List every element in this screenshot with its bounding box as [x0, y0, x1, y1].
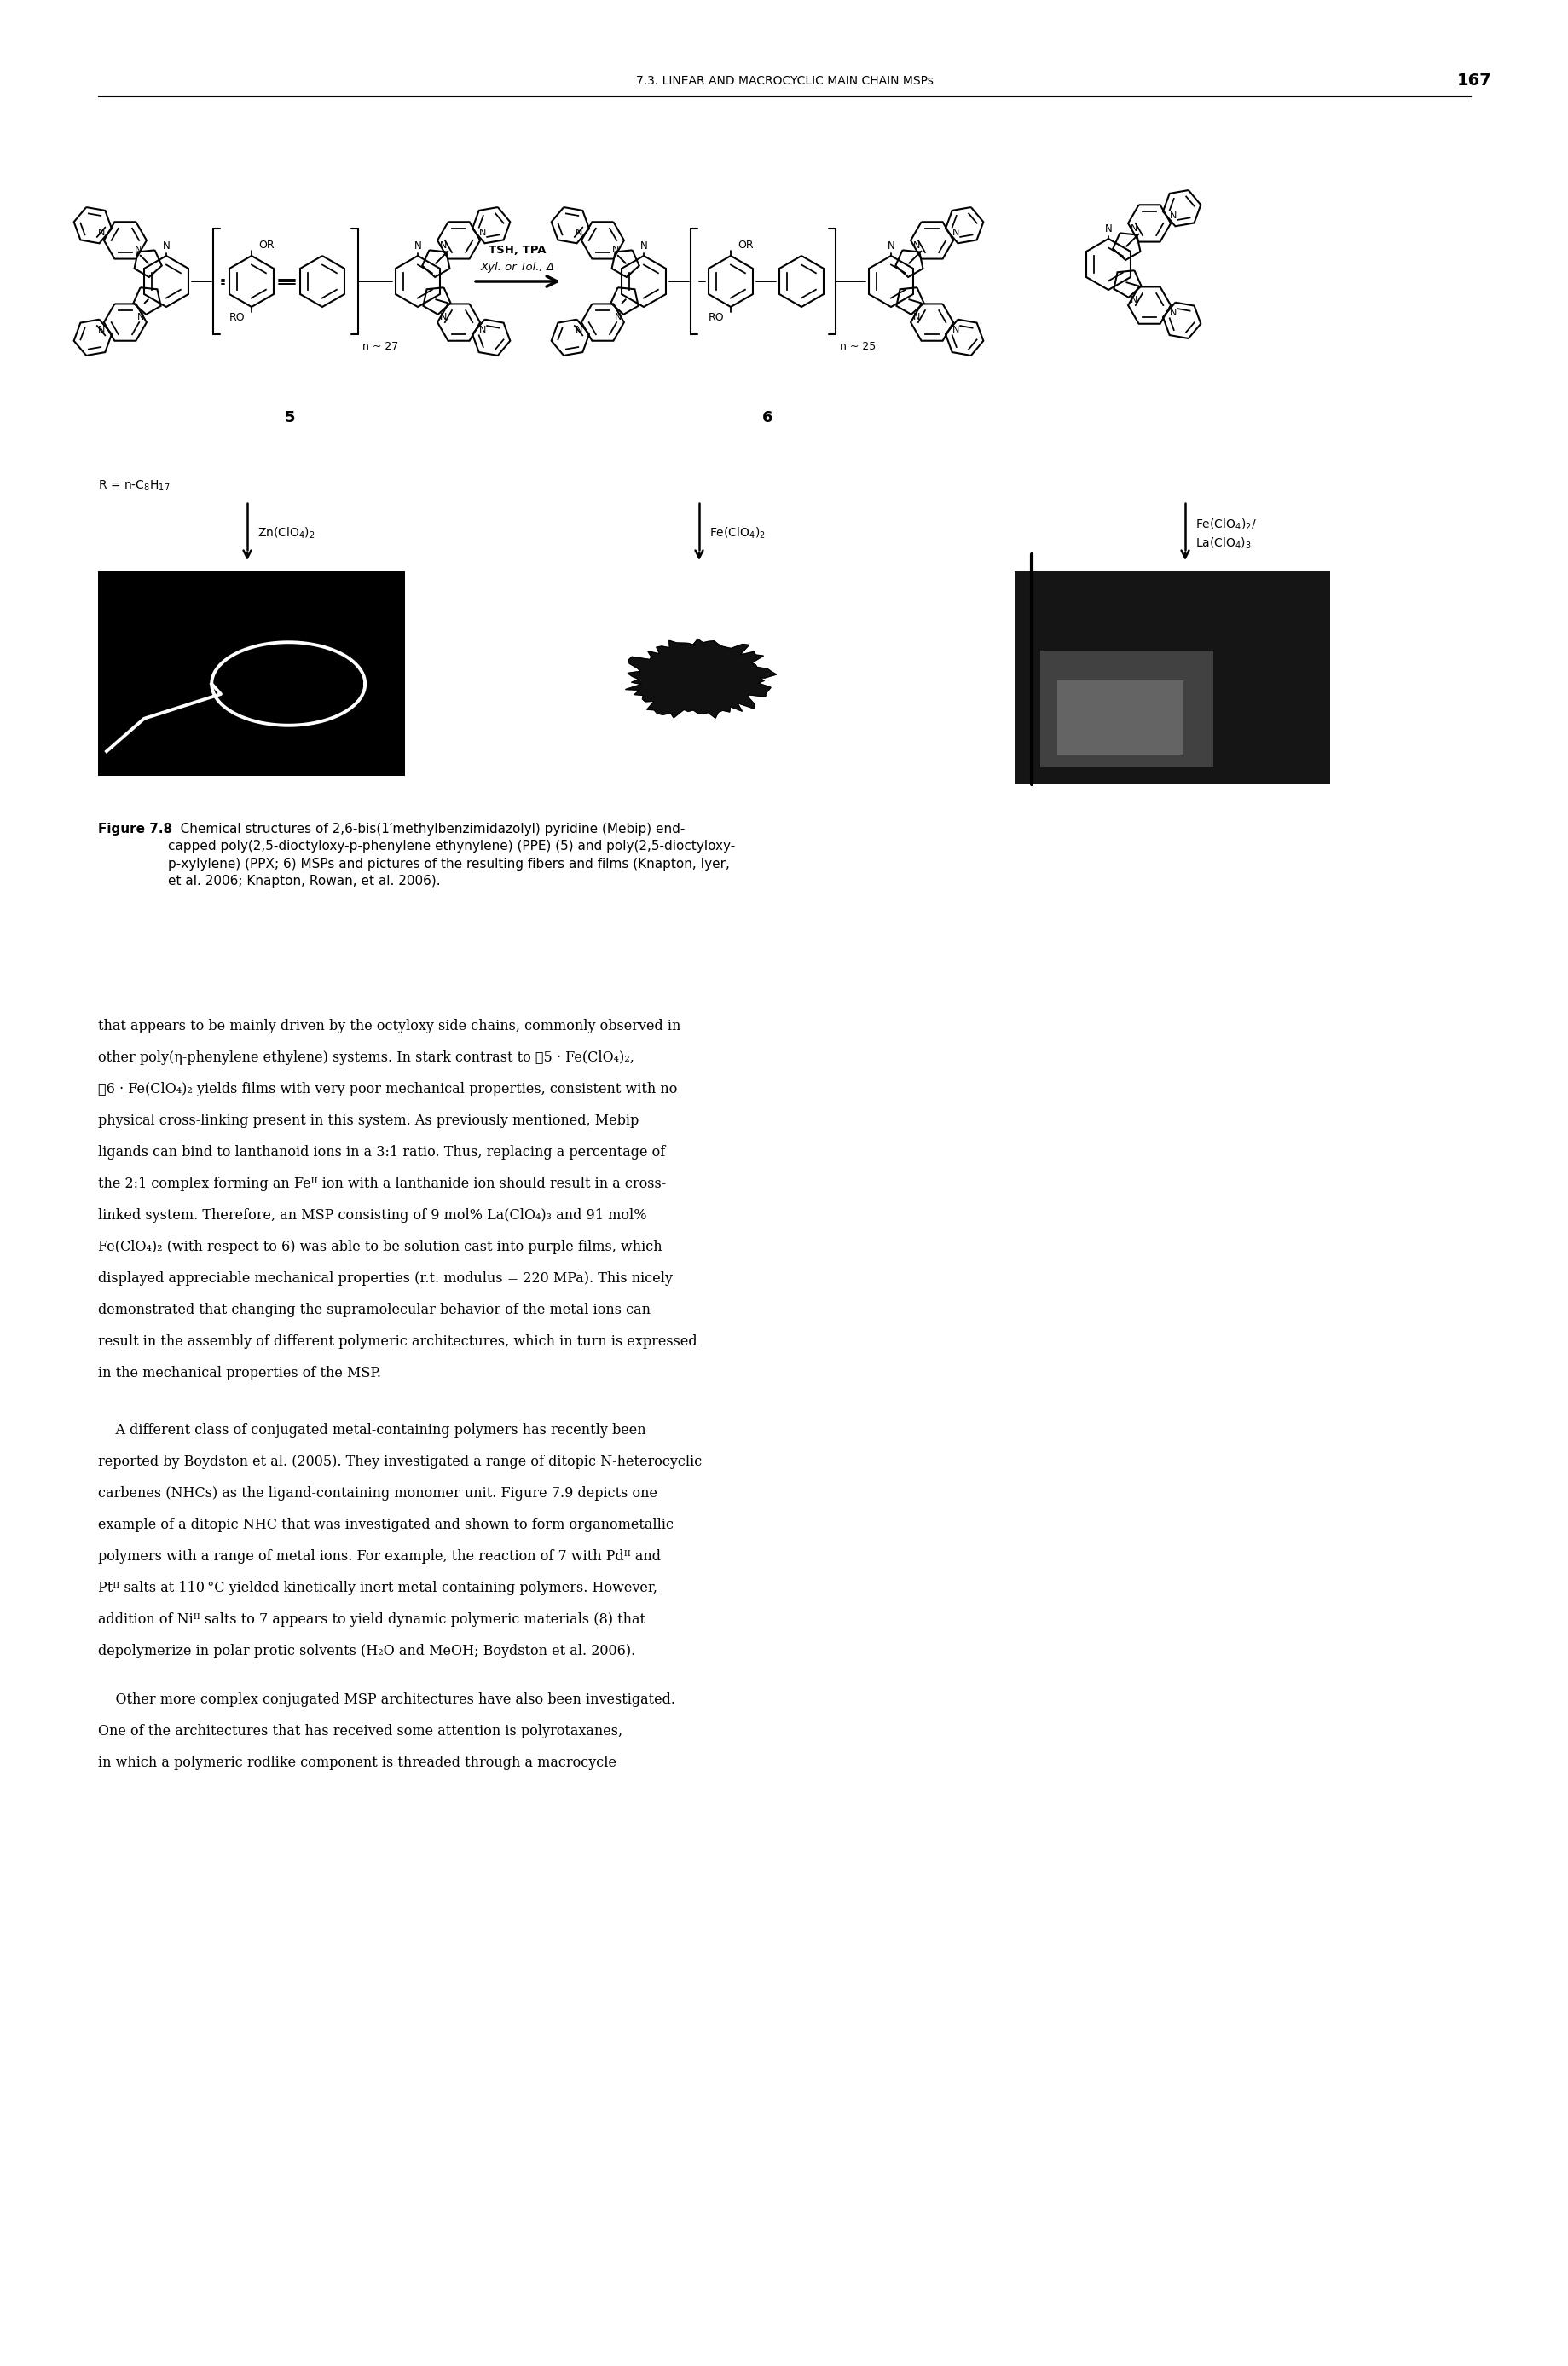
Text: N: N: [478, 327, 486, 334]
Text: Ptᴵᴵ salts at 110 °C yielded kinetically inert metal-containing polymers. Howeve: Ptᴵᴵ salts at 110 °C yielded kinetically…: [97, 1580, 657, 1595]
Text: Zn(ClO$_4$)$_2$: Zn(ClO$_4$)$_2$: [257, 525, 315, 539]
Text: N: N: [913, 312, 920, 322]
Text: Chemical structures of 2,6-bis(1′methylbenzimidazolyl) pyridine (Mebip) end-
cap: Chemical structures of 2,6-bis(1′methylb…: [168, 823, 735, 887]
Text: 7.3. LINEAR AND MACROCYCLIC MAIN CHAIN MSPs: 7.3. LINEAR AND MACROCYCLIC MAIN CHAIN M…: [635, 76, 933, 88]
Polygon shape: [626, 639, 776, 717]
Text: La(ClO$_4$)$_3$: La(ClO$_4$)$_3$: [1195, 535, 1251, 551]
Text: ligands can bind to lanthanoid ions in a 3:1 ratio. Thus, replacing a percentage: ligands can bind to lanthanoid ions in a…: [97, 1145, 665, 1159]
Text: TSH, TPA: TSH, TPA: [489, 244, 546, 256]
Text: carbenes (NHCs) as the ligand-containing monomer unit. Figure 7.9 depicts one: carbenes (NHCs) as the ligand-containing…: [97, 1486, 657, 1500]
Text: Fe(ClO$_4$)$_2$/: Fe(ClO$_4$)$_2$/: [1195, 516, 1256, 532]
Text: 6 · Fe(ClO₄)₂ yields films with very poor mechanical properties, consistent wit: 6 · Fe(ClO₄)₂ yields films with very po…: [97, 1081, 677, 1095]
Text: n ~ 25: n ~ 25: [839, 341, 875, 353]
Text: in which a polymeric rodlike component is threaded through a macrocycle: in which a polymeric rodlike component i…: [97, 1756, 616, 1770]
Text: Fe(ClO$_4$)$_2$: Fe(ClO$_4$)$_2$: [709, 525, 765, 539]
Text: linked system. Therefore, an MSP consisting of 9 mol% La(ClO₄)₃ and 91 mol%: linked system. Therefore, an MSP consist…: [97, 1209, 646, 1223]
Text: N: N: [441, 312, 447, 322]
Text: N: N: [1131, 296, 1137, 305]
Text: reported by Boydston et al. (2005). They investigated a range of ditopic N-heter: reported by Boydston et al. (2005). They…: [97, 1455, 701, 1469]
Text: N: N: [163, 241, 169, 251]
Text: addition of Niᴵᴵ salts to 7 appears to yield dynamic polymeric materials (8) tha: addition of Niᴵᴵ salts to 7 appears to y…: [97, 1611, 644, 1628]
Text: demonstrated that changing the supramolecular behavior of the metal ions can: demonstrated that changing the supramole…: [97, 1304, 651, 1318]
Text: that appears to be mainly driven by the octyloxy side chains, commonly observed : that appears to be mainly driven by the …: [97, 1020, 681, 1034]
Text: 6: 6: [762, 409, 773, 426]
Text: N: N: [1168, 308, 1176, 317]
Text: A different class of conjugated metal-containing polymers has recently been: A different class of conjugated metal-co…: [97, 1422, 646, 1439]
Text: One of the architectures that has received some attention is polyrotaxanes,: One of the architectures that has receiv…: [97, 1725, 622, 1739]
Text: OR: OR: [737, 239, 753, 251]
Text: OR: OR: [259, 239, 274, 251]
Text: Fe(ClO₄)₂ (with respect to 6) was able to be solution cast into purple films, wh: Fe(ClO₄)₂ (with respect to 6) was able t…: [97, 1240, 662, 1254]
Text: Xyl. or Tol., Δ: Xyl. or Tol., Δ: [480, 263, 555, 272]
Text: n ~ 27: n ~ 27: [362, 341, 398, 353]
Text: N: N: [1104, 222, 1112, 234]
Text: result in the assembly of different polymeric architectures, which in turn is ex: result in the assembly of different poly…: [97, 1334, 696, 1349]
Text: RO: RO: [229, 312, 245, 324]
Text: N: N: [640, 241, 648, 251]
Text: N: N: [887, 241, 894, 251]
Text: in the mechanical properties of the MSP.: in the mechanical properties of the MSP.: [97, 1365, 381, 1379]
Text: depolymerize in polar protic solvents (H₂O and MeOH; Boydston et al. 2006).: depolymerize in polar protic solvents (H…: [97, 1644, 635, 1659]
Text: 167: 167: [1457, 73, 1491, 90]
Text: N: N: [575, 327, 582, 334]
Bar: [1057, 679, 1182, 755]
Text: the 2:1 complex forming an Feᴵᴵ ion with a lanthanide ion should result in a cro: the 2:1 complex forming an Feᴵᴵ ion with…: [97, 1176, 666, 1190]
Text: N: N: [1168, 213, 1176, 220]
Text: N: N: [952, 327, 958, 334]
Bar: [1014, 570, 1330, 786]
Text: physical cross-linking present in this system. As previously mentioned, Mebip: physical cross-linking present in this s…: [97, 1114, 638, 1129]
Text: N: N: [414, 241, 422, 251]
Text: example of a ditopic NHC that was investigated and shown to form organometallic: example of a ditopic NHC that was invest…: [97, 1517, 673, 1533]
Text: 5: 5: [284, 409, 295, 426]
Text: polymers with a range of metal ions. For example, the reaction of 7 with Pdᴵᴵ an: polymers with a range of metal ions. For…: [97, 1550, 660, 1564]
Text: N: N: [99, 327, 105, 334]
Text: N: N: [612, 246, 619, 256]
Text: RO: RO: [707, 312, 723, 324]
Bar: [97, 570, 405, 776]
Text: N: N: [615, 312, 621, 322]
Text: displayed appreciable mechanical properties (r.t. modulus = 220 MPa). This nicel: displayed appreciable mechanical propert…: [97, 1271, 673, 1285]
Text: N: N: [478, 230, 486, 237]
Bar: [1040, 651, 1214, 767]
Text: N: N: [575, 230, 582, 237]
Text: R = n-C$_8$H$_{17}$: R = n-C$_8$H$_{17}$: [97, 478, 169, 492]
Text: N: N: [1131, 225, 1137, 234]
Text: N: N: [135, 246, 143, 256]
Text: N: N: [913, 241, 920, 251]
Text: N: N: [99, 230, 105, 237]
Text: Other more complex conjugated MSP architectures have also been investigated.: Other more complex conjugated MSP archit…: [97, 1692, 674, 1706]
Text: N: N: [952, 230, 958, 237]
Text: Figure 7.8: Figure 7.8: [97, 823, 172, 835]
Text: N: N: [136, 312, 144, 322]
Text: N: N: [441, 241, 447, 251]
Text: other poly(η-phenylene ethylene) systems. In stark contrast to 5 · Fe(ClO₄)₂,: other poly(η-phenylene ethylene) systems…: [97, 1051, 633, 1065]
